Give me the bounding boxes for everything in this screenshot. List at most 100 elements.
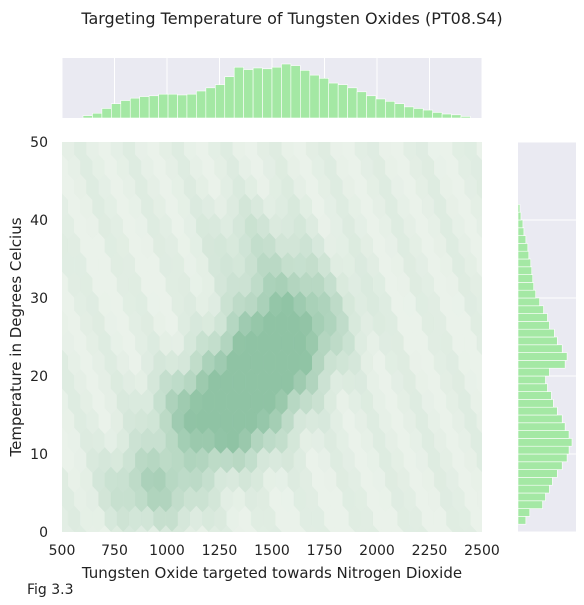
hexbin-cell xyxy=(483,155,495,181)
x-tick-label: 1750 xyxy=(307,543,343,559)
top-histogram-bar xyxy=(319,78,328,118)
hexbin-cell xyxy=(50,369,62,395)
top-histogram-bar xyxy=(83,116,92,118)
right-histogram-bar xyxy=(518,353,567,361)
right-histogram-bar xyxy=(518,236,526,244)
hexbin-cell xyxy=(434,116,446,142)
hexbin-cell xyxy=(276,116,288,142)
right-histogram-bar xyxy=(518,337,557,345)
top-histogram-bar xyxy=(442,114,451,118)
top-histogram-bar xyxy=(187,94,196,118)
top-histogram-bar xyxy=(395,104,404,118)
top-histogram-bar xyxy=(357,92,366,118)
right-histogram-bar xyxy=(518,282,534,290)
y-tick-label: 10 xyxy=(30,447,48,463)
top-histogram-bar xyxy=(140,97,149,118)
hexbin-cell xyxy=(50,486,62,512)
right-histogram-bar xyxy=(518,306,544,314)
hexbin-cell xyxy=(50,330,62,356)
hexbin-cell xyxy=(154,116,166,142)
y-tick-label: 20 xyxy=(30,369,48,385)
hexbin-cell xyxy=(178,116,190,142)
hexbin-cell xyxy=(361,116,373,142)
hexbin-cell xyxy=(483,506,495,532)
right-histogram-bar xyxy=(518,368,549,376)
top-histogram-bar xyxy=(206,88,215,118)
hexbin-cell xyxy=(50,213,62,239)
top-histogram-bar xyxy=(149,96,158,118)
x-tick-label: 2250 xyxy=(412,543,448,559)
x-axis-label: Tungsten Oxide targeted towards Nitrogen… xyxy=(81,564,462,582)
y-tick-label: 0 xyxy=(39,525,48,541)
top-histogram-bar xyxy=(281,64,290,118)
top-histogram-bar xyxy=(348,88,357,118)
hexbin-cell xyxy=(483,194,495,220)
y-tick-label: 50 xyxy=(30,135,48,151)
hexbin-cell xyxy=(80,116,92,142)
hexbin-cell xyxy=(117,116,129,142)
right-histogram-bar xyxy=(518,392,551,400)
hexbin-cell xyxy=(483,467,495,493)
right-histogram-bar xyxy=(518,275,533,283)
right-histogram-bar xyxy=(518,228,524,236)
top-histogram-bar xyxy=(102,108,111,118)
x-tick-label: 2000 xyxy=(359,543,395,559)
hexbin-cell xyxy=(385,116,397,142)
right-histogram-bar xyxy=(518,462,562,470)
top-histogram-bar xyxy=(92,113,101,118)
hexbin-cell xyxy=(215,116,227,142)
top-marginal-plot xyxy=(62,58,482,118)
top-histogram-bar xyxy=(310,75,319,118)
right-histogram-bar xyxy=(518,376,545,384)
hexbin-cell xyxy=(251,116,263,142)
top-histogram-bar xyxy=(300,70,309,118)
right-histogram-bar xyxy=(518,493,545,501)
hexbin-cell xyxy=(483,116,495,142)
hexbin-cell xyxy=(483,428,495,454)
top-histogram-bar xyxy=(423,110,432,118)
hexbin-cell xyxy=(300,116,312,142)
right-histogram-bar xyxy=(518,407,557,415)
right-histogram-bar xyxy=(518,470,557,478)
hexbin-cell xyxy=(337,116,349,142)
hexbin-cell xyxy=(410,116,422,142)
hexbin-cell xyxy=(93,116,105,142)
hexbin-cell xyxy=(422,116,434,142)
hexbin-cell xyxy=(50,408,62,434)
hexbin-cell xyxy=(202,116,214,142)
x-tick-label: 1250 xyxy=(202,543,238,559)
top-histogram-bar xyxy=(291,66,300,118)
hexbin-cell xyxy=(324,116,336,142)
right-histogram-bar xyxy=(518,321,549,329)
top-histogram-bar xyxy=(376,99,385,118)
hexbin-cell xyxy=(50,174,62,200)
right-marginal-plot xyxy=(518,142,576,532)
top-histogram-bar xyxy=(385,101,394,118)
y-tick-labels: 0 10 20 30 40 50 xyxy=(30,135,48,541)
top-histogram-bar xyxy=(414,108,423,118)
y-tick-label: 30 xyxy=(30,291,48,307)
right-histogram-bar xyxy=(518,267,532,275)
hexbin-cell xyxy=(56,116,68,142)
right-histogram-bar xyxy=(518,384,547,392)
x-tick-label: 500 xyxy=(49,543,76,559)
hexbin-cell xyxy=(129,116,141,142)
right-histogram-bar xyxy=(518,204,520,212)
figure-caption: Fig 3.3 xyxy=(27,582,74,598)
top-histogram-bar xyxy=(121,101,130,118)
right-histogram-bar xyxy=(518,399,553,407)
hexbin-cell xyxy=(471,116,483,142)
top-histogram-bar xyxy=(178,95,187,118)
hexbin-cell xyxy=(446,116,458,142)
top-histogram-bar xyxy=(225,77,234,118)
x-tick-labels: 500 750 1000 1250 1500 1750 2000 2250 2500 xyxy=(49,543,500,559)
right-histogram-bar xyxy=(518,431,569,439)
top-histogram-bar xyxy=(253,68,262,118)
top-histogram-bar xyxy=(367,96,376,118)
y-axis-label: Temperature in Degrees Celcius xyxy=(7,217,25,457)
right-histogram-bar xyxy=(518,345,562,353)
hexbin-cell xyxy=(50,291,62,317)
right-histogram-bar xyxy=(518,438,572,446)
right-histogram-bar xyxy=(518,423,565,431)
